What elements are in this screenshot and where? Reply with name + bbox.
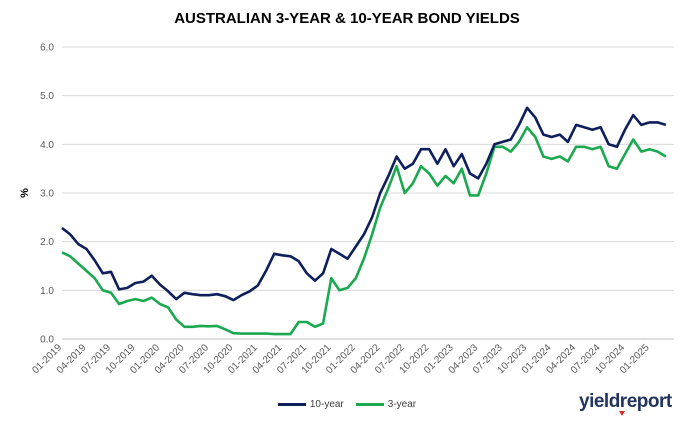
legend-label: 10-year xyxy=(309,399,344,410)
y-axis-ticks: 0.0 1.0 2.0 3.0 4.0 5.0 6.0 xyxy=(40,43,54,346)
x-axis-ticks: 01-201904-201907-201910-201901-202004-20… xyxy=(30,342,652,376)
chart-title: AUSTRALIAN 3-YEAR & 10-YEAR BOND YIELDS xyxy=(174,10,520,27)
legend-swatch xyxy=(355,403,384,406)
y-tick-label: 3.0 xyxy=(40,189,54,200)
legend-item-3-year: 3-year xyxy=(355,399,417,410)
legend-item-10-year: 10-year xyxy=(277,399,344,410)
legend-label: 3-year xyxy=(387,399,417,410)
y-tick-label: 1.0 xyxy=(40,286,54,297)
logo-marker-icon xyxy=(619,411,625,416)
yieldreport-logo: yieldreport xyxy=(579,391,672,412)
series-line-3-year xyxy=(61,126,667,336)
y-tick-label: 0.0 xyxy=(40,335,54,346)
legend: 10-year 3-year xyxy=(0,398,694,410)
gridlines xyxy=(62,46,674,340)
legend-swatch xyxy=(277,403,306,406)
y-axis-label: % xyxy=(19,188,31,198)
series-line-10-year xyxy=(61,106,667,302)
y-tick-label: 6.0 xyxy=(40,43,54,54)
y-tick-label: 4.0 xyxy=(40,140,54,151)
series-lines xyxy=(61,106,667,336)
y-tick-label: 2.0 xyxy=(40,237,54,248)
y-tick-label: 5.0 xyxy=(40,91,54,102)
